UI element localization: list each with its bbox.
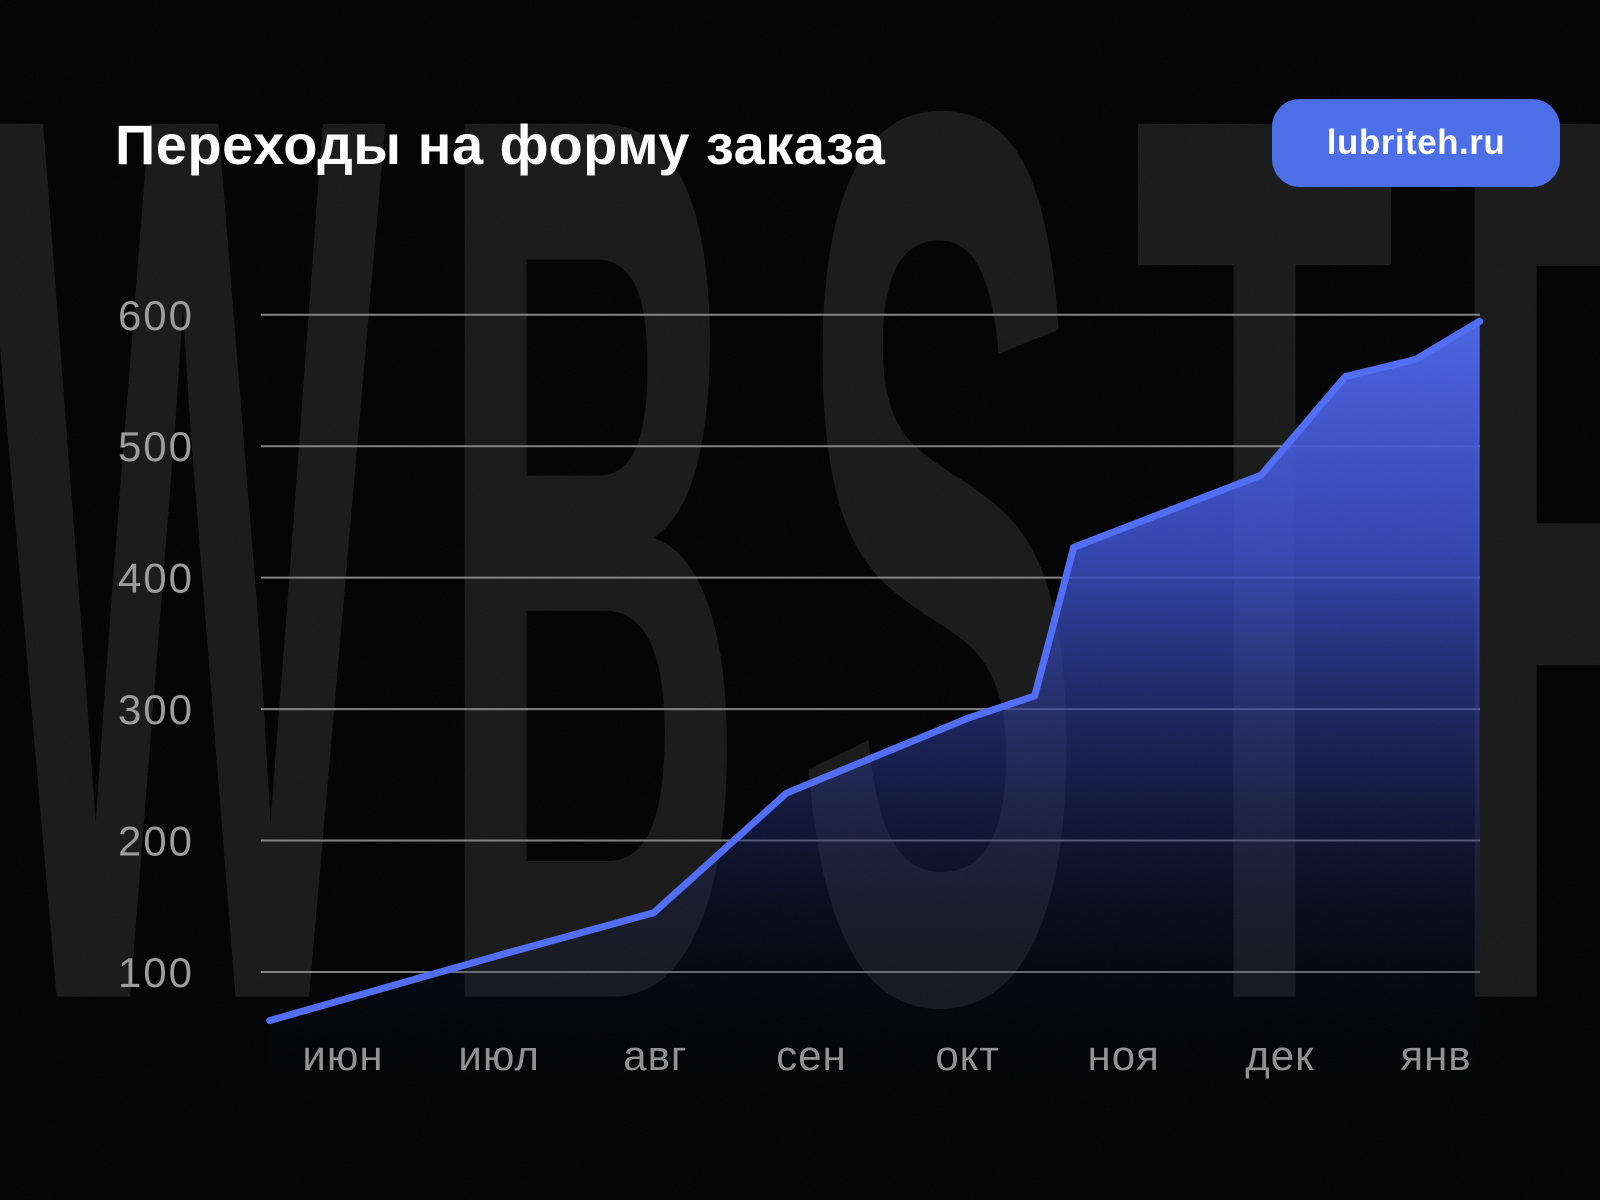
y-tick-label: 300 (118, 686, 194, 733)
x-tick-label: ноя (1088, 1032, 1160, 1079)
x-tick-label: янв (1400, 1032, 1471, 1079)
x-tick-label: дек (1245, 1032, 1314, 1079)
y-tick-label: 500 (118, 423, 194, 470)
y-tick-label: 400 (118, 555, 194, 602)
x-tick-label: сен (776, 1032, 847, 1079)
x-tick-label: июн (302, 1032, 383, 1079)
x-tick-label: окт (935, 1032, 999, 1079)
chart-content: 100 200 300 400 500 600 июн июл авг сен окт ноя дек я… (118, 292, 1484, 1098)
y-tick-label: 200 (118, 818, 194, 865)
x-tick-label: июл (458, 1032, 540, 1079)
y-tick-label: 600 (118, 292, 194, 339)
x-tick-label: авг (623, 1032, 687, 1079)
y-tick-label: 100 (118, 949, 194, 996)
